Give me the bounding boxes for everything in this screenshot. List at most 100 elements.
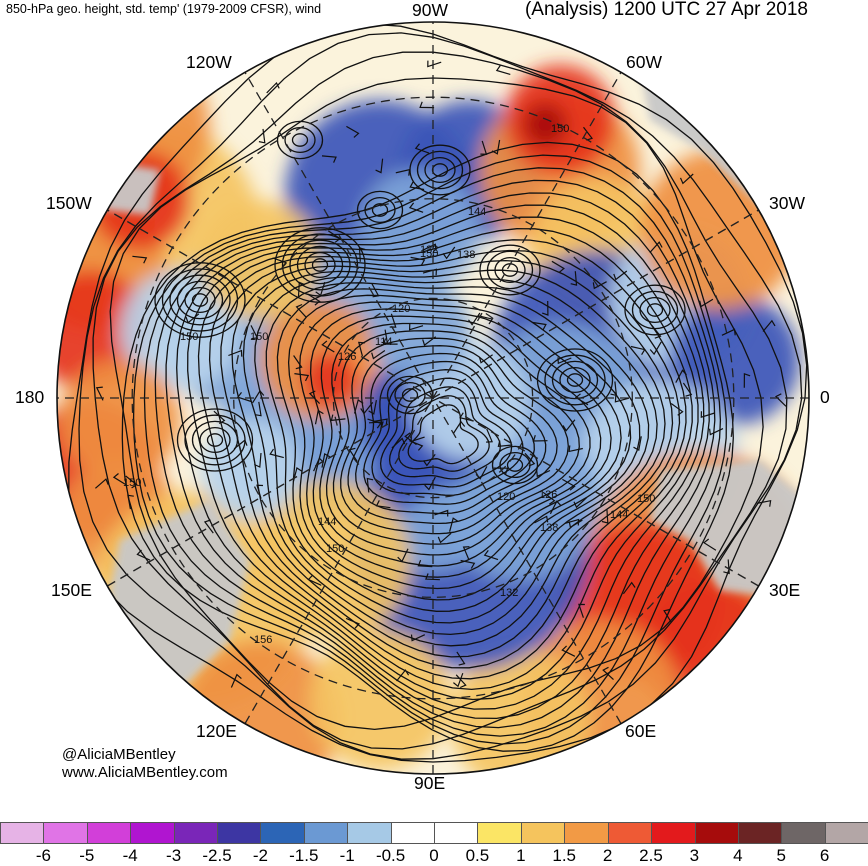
wind-barb: [408, 323, 424, 331]
wind-barb: [460, 559, 476, 569]
wind-barb: [409, 440, 424, 451]
colorbar-tick-label: -0.5: [375, 846, 406, 865]
lon-label-90w: 90W: [412, 0, 448, 20]
wind-barb: [592, 281, 607, 290]
meridian-line: [107, 209, 759, 587]
wind-barb: [236, 392, 252, 403]
wind-barb: [583, 126, 593, 141]
contour-label: 156: [254, 634, 272, 646]
wind-barb: [723, 559, 730, 575]
colorbar-tick-label: -3: [166, 846, 182, 865]
wind-barb: [410, 435, 425, 443]
wind-barb: [570, 271, 578, 286]
wind-barb: [427, 60, 442, 68]
height-contour: [332, 330, 580, 545]
wind-barb: [491, 139, 501, 155]
wind-barb: [266, 81, 280, 94]
wind-barb: [292, 467, 303, 482]
contour-label: 132: [420, 244, 438, 256]
height-contour: [309, 308, 612, 578]
height-contour: [154, 179, 716, 729]
closed-contour: [191, 420, 239, 460]
height-contour: [242, 269, 666, 647]
wind-barb: [700, 411, 715, 419]
wind-barb: [493, 467, 509, 475]
height-contour: [197, 228, 693, 691]
colorbar-swatch-6: [260, 822, 305, 844]
anomaly-patch: [60, 360, 180, 480]
contour-label: 138: [457, 249, 475, 261]
wind-barb: [228, 349, 243, 357]
wind-barb: [542, 491, 556, 505]
wind-barb: [649, 341, 662, 356]
wind-barb: [258, 128, 266, 144]
closed-contour: [356, 190, 404, 230]
colorbar-tick-label: 4: [733, 846, 743, 865]
anomaly-patch: [310, 630, 450, 770]
height-contour: [325, 322, 591, 556]
height-contour: [379, 377, 513, 488]
colorbar-ticks: -6 -5 -4 -3 -2.5 -2 -1.5 -1 -0.5 0 0.5 1 1.5 2 2.5 3 4 5 6: [0, 846, 868, 865]
anomaly-patch: [370, 280, 470, 380]
closed-contour: [296, 245, 344, 285]
wind-barb: [371, 350, 386, 360]
colorbar-tick-label: 3: [689, 846, 700, 865]
wind-barb: [434, 509, 449, 517]
wind-barb: [419, 101, 435, 109]
wind-barb: [532, 435, 548, 442]
closed-contour: [304, 251, 336, 279]
height-contour: [407, 404, 479, 465]
valid-time-title: (Analysis) 1200 UTC 27 Apr 2018: [524, 0, 808, 20]
wind-barb: [203, 519, 214, 534]
wind-barb: [409, 181, 425, 191]
wind-barb: [497, 440, 513, 447]
wind-barb: [422, 268, 438, 276]
height-contour: [276, 288, 641, 612]
colorbar-tick-label: 1: [516, 846, 526, 865]
wind-barb: [252, 389, 265, 404]
lon-label-30e: 30E: [769, 580, 801, 600]
wind-barb: [651, 324, 662, 339]
anomaly-patch: [200, 200, 320, 320]
wind-barb: [307, 574, 322, 586]
wind-barb: [396, 669, 410, 682]
closed-contour: [566, 373, 584, 387]
contour-label: 150: [326, 543, 344, 555]
height-contour: [254, 276, 658, 636]
colorbar-swatch-9: [390, 822, 436, 844]
closed-contour: [191, 293, 209, 307]
polar-map: 150 144 138 132 120 114 126 150 150 120 126 144 138 1…: [56, 21, 810, 775]
closed-contour: [559, 366, 591, 394]
contour-label: 120: [392, 303, 410, 315]
colorbar-tick-label: -2.5: [202, 846, 232, 865]
wind-barb: [486, 428, 493, 443]
height-contour: [388, 386, 501, 480]
closed-contour: [394, 381, 426, 409]
wind-barb: [408, 202, 424, 213]
height-contour: [299, 301, 622, 590]
wind-barb: [534, 515, 549, 524]
colorbar: [0, 822, 868, 844]
wind-barb: [578, 603, 585, 618]
closed-contour: [494, 256, 526, 284]
wind-barb: [410, 634, 426, 642]
closed-contour: [639, 296, 671, 324]
colorbar-tick-label: -1.5: [289, 846, 319, 865]
wind-barb: [233, 439, 248, 450]
closed-contour: [401, 388, 419, 402]
closed-contour: [176, 408, 254, 472]
colorbar-swatch-5: [217, 822, 262, 844]
wind-barb: [562, 419, 576, 432]
wind-barb: [549, 500, 562, 515]
wind-barb: [346, 125, 360, 138]
colorbar-swatch-14: [607, 822, 653, 844]
colorbar-swatch-4: [173, 822, 219, 844]
wind-barb: [256, 484, 264, 499]
colorbar-tick-label: 6: [819, 846, 830, 865]
closed-contour: [479, 244, 541, 296]
wind-barb: [327, 230, 342, 243]
wind-barb: [437, 532, 452, 544]
colorbar-tick-label: -4: [122, 846, 138, 865]
wind-barb: [371, 283, 380, 298]
height-contour: [187, 216, 699, 701]
